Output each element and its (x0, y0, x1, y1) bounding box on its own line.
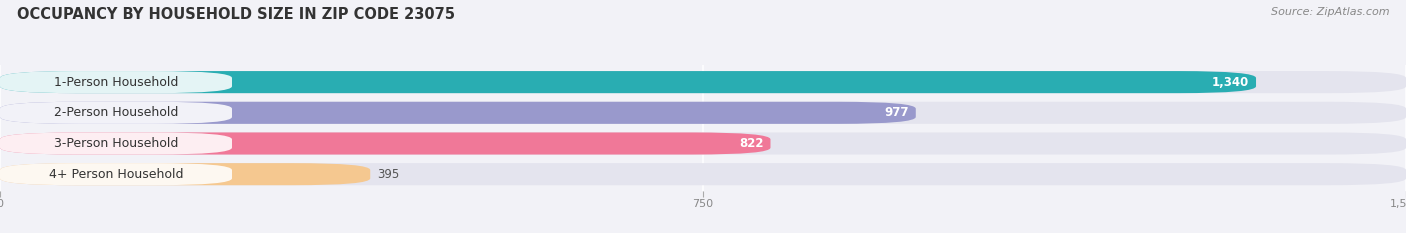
FancyBboxPatch shape (0, 102, 232, 124)
FancyBboxPatch shape (0, 163, 370, 185)
FancyBboxPatch shape (0, 163, 232, 185)
Text: 2-Person Household: 2-Person Household (53, 106, 179, 119)
FancyBboxPatch shape (0, 102, 1406, 124)
FancyBboxPatch shape (0, 132, 232, 154)
Text: Source: ZipAtlas.com: Source: ZipAtlas.com (1271, 7, 1389, 17)
Text: 1-Person Household: 1-Person Household (53, 76, 179, 89)
Text: 1,340: 1,340 (1212, 76, 1249, 89)
FancyBboxPatch shape (0, 132, 1406, 154)
Text: 395: 395 (377, 168, 399, 181)
Text: 977: 977 (884, 106, 908, 119)
Text: OCCUPANCY BY HOUSEHOLD SIZE IN ZIP CODE 23075: OCCUPANCY BY HOUSEHOLD SIZE IN ZIP CODE … (17, 7, 456, 22)
Text: 822: 822 (740, 137, 763, 150)
FancyBboxPatch shape (0, 71, 1406, 93)
FancyBboxPatch shape (0, 71, 1256, 93)
FancyBboxPatch shape (0, 71, 232, 93)
FancyBboxPatch shape (0, 102, 915, 124)
FancyBboxPatch shape (0, 163, 1406, 185)
FancyBboxPatch shape (0, 132, 770, 154)
Text: 3-Person Household: 3-Person Household (53, 137, 179, 150)
Text: 4+ Person Household: 4+ Person Household (49, 168, 183, 181)
